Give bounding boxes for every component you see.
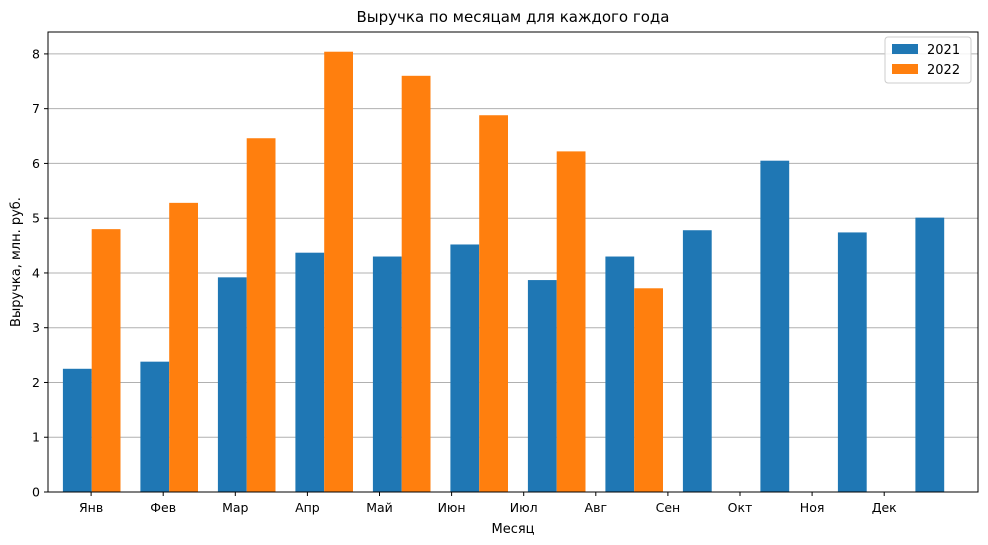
x-tick-label: Июн — [438, 500, 466, 515]
y-axis-title: Выручка, млн. руб. — [9, 197, 24, 327]
x-tick-label: Июл — [510, 500, 538, 515]
y-tick-label: 2 — [32, 375, 40, 390]
y-tick-label: 6 — [32, 156, 40, 171]
x-tick-label: Дек — [872, 500, 897, 515]
y-tick-label: 1 — [32, 430, 40, 445]
bar-2022-Авг — [634, 288, 663, 492]
bar-2021-Янв — [62, 368, 92, 492]
bar-2022-Фев — [169, 202, 198, 492]
bar-2021-Ноя — [837, 232, 867, 492]
bars — [62, 51, 945, 493]
legend-label-2022: 2022 — [927, 63, 960, 78]
bar-2021-Дек — [915, 217, 945, 492]
x-tick-label: Мар — [222, 500, 248, 515]
y-tick-label: 8 — [32, 46, 40, 61]
bar-2021-Май — [372, 256, 402, 492]
bar-2021-Окт — [760, 160, 790, 492]
legend-swatch-2022 — [892, 64, 918, 74]
bar-2022-Янв — [91, 229, 121, 492]
bar-2021-Мар — [217, 277, 247, 492]
y-axis: 0 1 2 3 4 5 6 7 8 — [32, 46, 48, 500]
bar-2022-Июн — [479, 115, 508, 492]
x-axis: Янв Фев Мар Апр Май Июн Июл Авг Сен Окт Ноя Дек — [79, 492, 897, 515]
gridlines — [48, 53, 978, 493]
y-tick-label: 3 — [32, 320, 40, 335]
y-tick-label: 0 — [32, 485, 40, 500]
bar-2021-Июл — [527, 280, 557, 492]
bar-2021-Авг — [605, 256, 635, 492]
x-tick-label: Май — [366, 500, 393, 515]
x-tick-label: Ноя — [800, 500, 825, 515]
bar-2022-Июл — [556, 151, 586, 492]
y-tick-label: 4 — [32, 265, 40, 280]
x-tick-label: Янв — [79, 500, 103, 515]
legend-label-2021: 2021 — [927, 43, 960, 58]
bar-2021-Июн — [450, 244, 480, 492]
bar-2022-Апр — [324, 51, 353, 492]
x-axis-title: Месяц — [491, 522, 534, 537]
bar-2022-Мар — [246, 138, 276, 492]
bar-2022-Май — [401, 75, 431, 493]
bar-2021-Фев — [140, 361, 170, 492]
y-tick-label: 7 — [32, 101, 40, 116]
bar-2021-Апр — [295, 252, 325, 492]
x-tick-label: Сен — [656, 500, 681, 515]
legend-swatch-2021 — [892, 44, 918, 54]
bar-2021-Сен — [682, 230, 712, 492]
x-tick-label: Авг — [585, 500, 608, 515]
x-tick-label: Окт — [728, 500, 753, 515]
x-tick-label: Апр — [295, 500, 320, 515]
x-tick-label: Фев — [150, 500, 176, 515]
plot-frame — [47, 31, 979, 493]
legend: 2021 2022 — [884, 36, 972, 84]
y-tick-label: 5 — [32, 211, 40, 226]
chart-title: Выручка по месяцам для каждого года — [357, 8, 670, 26]
